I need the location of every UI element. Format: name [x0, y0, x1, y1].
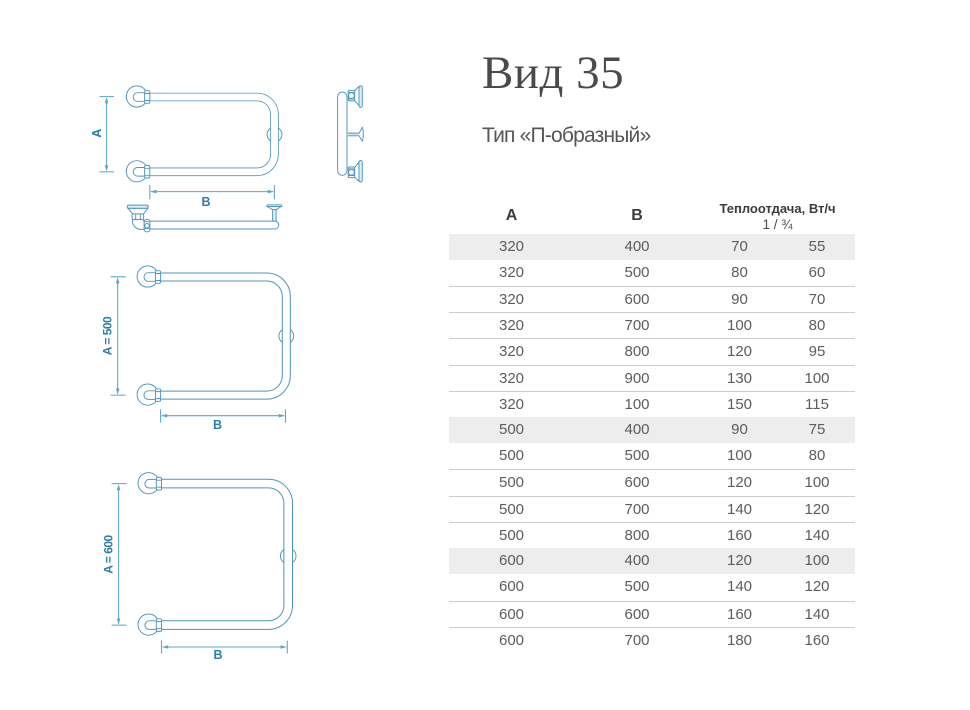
svg-text:A = 500: A = 500	[101, 316, 115, 355]
svg-text:B: B	[201, 195, 210, 209]
svg-text:B: B	[213, 418, 222, 432]
svg-text:B: B	[213, 648, 222, 662]
svg-text:A: A	[90, 129, 104, 138]
svg-text:A = 600: A = 600	[102, 534, 116, 573]
